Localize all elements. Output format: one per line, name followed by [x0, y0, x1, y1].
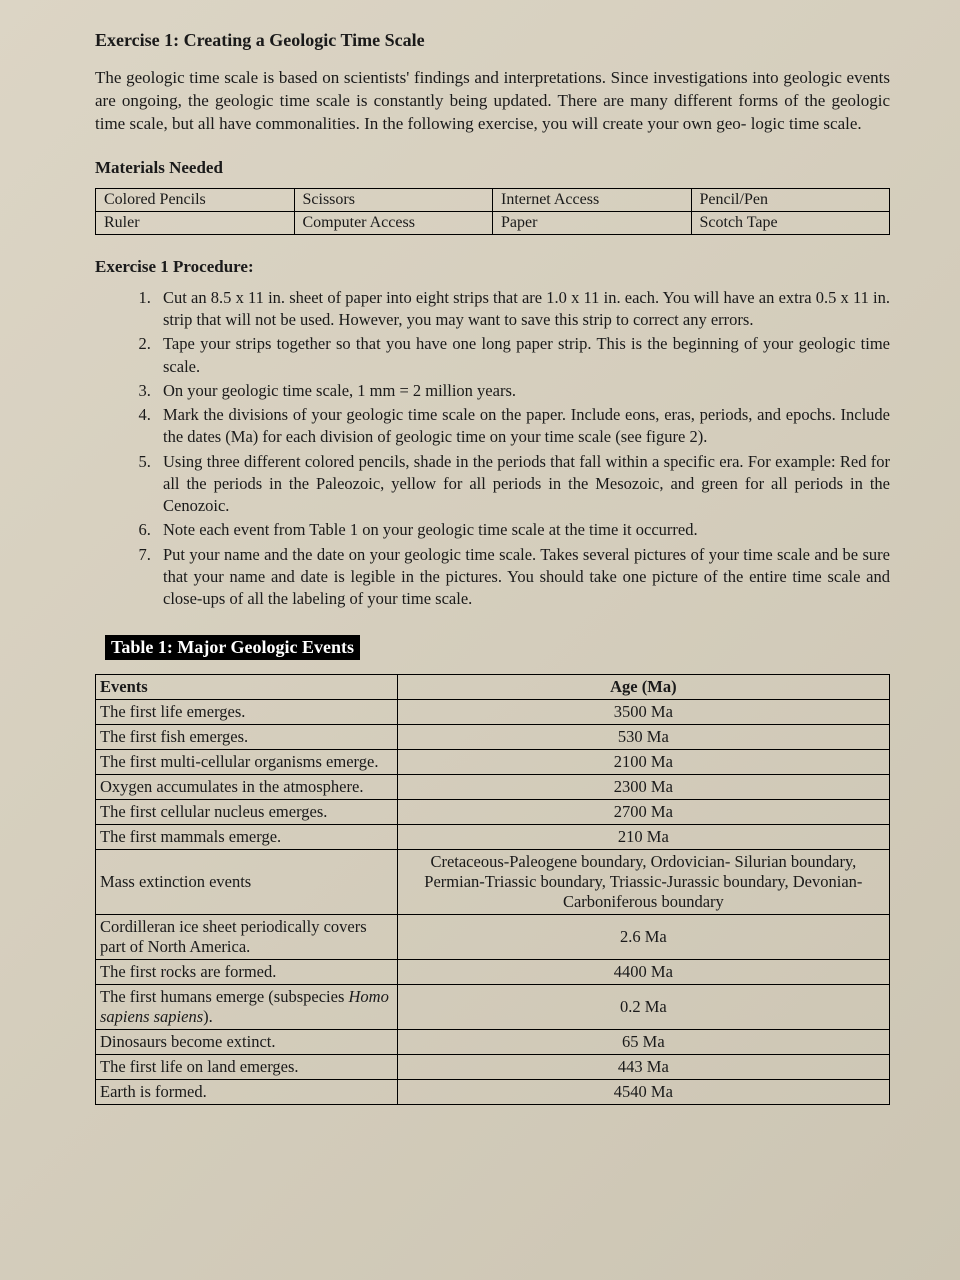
age-cell: 0.2 Ma: [397, 984, 889, 1029]
table-row: The first life on land emerges.443 Ma: [96, 1054, 890, 1079]
table-row: Oxygen accumulates in the atmosphere.230…: [96, 774, 890, 799]
events-col-header: Events: [96, 674, 398, 699]
table-row: The first humans emerge (subspecies Homo…: [96, 984, 890, 1029]
event-cell: The first life emerges.: [96, 699, 398, 724]
event-cell: The first fish emerges.: [96, 724, 398, 749]
age-cell: 3500 Ma: [397, 699, 889, 724]
age-col-header: Age (Ma): [397, 674, 889, 699]
age-cell: 443 Ma: [397, 1054, 889, 1079]
table-row: The first multi-cellular organisms emerg…: [96, 749, 890, 774]
materials-cell: Scissors: [294, 188, 493, 211]
event-cell: Dinosaurs become extinct.: [96, 1029, 398, 1054]
age-cell: 4400 Ma: [397, 959, 889, 984]
worksheet-page: Exercise 1: Creating a Geologic Time Sca…: [0, 0, 960, 1280]
materials-cell: Scotch Tape: [691, 211, 890, 234]
event-cell: The first humans emerge (subspecies Homo…: [96, 984, 398, 1029]
event-cell: The first multi-cellular organisms emerg…: [96, 749, 398, 774]
event-text: ).: [203, 1007, 213, 1026]
age-cell: 210 Ma: [397, 824, 889, 849]
events-table: Events Age (Ma) The first life emerges.3…: [95, 674, 890, 1105]
table-row: The first rocks are formed.4400 Ma: [96, 959, 890, 984]
exercise-title: Exercise 1: Creating a Geologic Time Sca…: [95, 30, 890, 51]
event-cell: Earth is formed.: [96, 1079, 398, 1104]
procedure-step: Put your name and the date on your geolo…: [155, 544, 890, 611]
procedure-step: Tape your strips together so that you ha…: [155, 333, 890, 378]
intro-paragraph: The geologic time scale is based on scie…: [95, 67, 890, 136]
materials-heading: Materials Needed: [95, 158, 890, 178]
materials-cell: Ruler: [96, 211, 295, 234]
procedure-step: Mark the divisions of your geologic time…: [155, 404, 890, 449]
table-row: Cordilleran ice sheet periodically cover…: [96, 914, 890, 959]
table-row: Colored Pencils Scissors Internet Access…: [96, 188, 890, 211]
table-row: The first life emerges.3500 Ma: [96, 699, 890, 724]
age-cell: 2700 Ma: [397, 799, 889, 824]
table-row: The first fish emerges.530 Ma: [96, 724, 890, 749]
procedure-step: Note each event from Table 1 on your geo…: [155, 519, 890, 541]
event-cell: The first life on land emerges.: [96, 1054, 398, 1079]
materials-cell: Colored Pencils: [96, 188, 295, 211]
materials-table: Colored Pencils Scissors Internet Access…: [95, 188, 890, 235]
event-cell: Cordilleran ice sheet periodically cover…: [96, 914, 398, 959]
age-cell: 530 Ma: [397, 724, 889, 749]
table1-heading: Table 1: Major Geologic Events: [105, 635, 360, 660]
event-cell: The first mammals emerge.: [96, 824, 398, 849]
materials-cell: Paper: [493, 211, 692, 234]
table-row: Mass extinction eventsCretaceous-Paleoge…: [96, 849, 890, 914]
table-row: Earth is formed.4540 Ma: [96, 1079, 890, 1104]
materials-cell: Pencil/Pen: [691, 188, 890, 211]
materials-cell: Computer Access: [294, 211, 493, 234]
table-header-row: Events Age (Ma): [96, 674, 890, 699]
table-row: Ruler Computer Access Paper Scotch Tape: [96, 211, 890, 234]
age-cell: 65 Ma: [397, 1029, 889, 1054]
procedure-list: Cut an 8.5 x 11 in. sheet of paper into …: [95, 287, 890, 611]
materials-cell: Internet Access: [493, 188, 692, 211]
event-cell: The first rocks are formed.: [96, 959, 398, 984]
event-cell: Oxygen accumulates in the atmosphere.: [96, 774, 398, 799]
event-text: The first humans emerge (subspecies: [100, 987, 349, 1006]
age-cell: 2300 Ma: [397, 774, 889, 799]
event-cell: The first cellular nucleus emerges.: [96, 799, 398, 824]
age-cell: 2100 Ma: [397, 749, 889, 774]
age-cell: Cretaceous-Paleogene boundary, Ordovicia…: [397, 849, 889, 914]
procedure-step: Using three different colored pencils, s…: [155, 451, 890, 518]
age-cell: 4540 Ma: [397, 1079, 889, 1104]
table-row: Dinosaurs become extinct.65 Ma: [96, 1029, 890, 1054]
age-cell: 2.6 Ma: [397, 914, 889, 959]
procedure-step: On your geologic time scale, 1 mm = 2 mi…: [155, 380, 890, 402]
table-row: The first mammals emerge.210 Ma: [96, 824, 890, 849]
table-row: The first cellular nucleus emerges.2700 …: [96, 799, 890, 824]
event-cell: Mass extinction events: [96, 849, 398, 914]
procedure-step: Cut an 8.5 x 11 in. sheet of paper into …: [155, 287, 890, 332]
procedure-heading: Exercise 1 Procedure:: [95, 257, 890, 277]
